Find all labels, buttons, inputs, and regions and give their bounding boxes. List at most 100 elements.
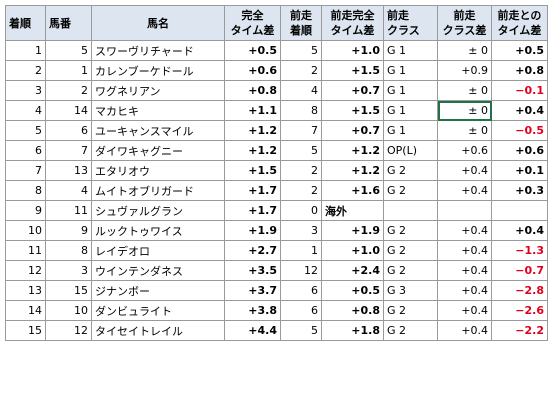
- cell-class-diff[interactable]: +0.4: [437, 260, 492, 281]
- cell-number[interactable]: 11: [45, 200, 92, 221]
- cell-delta[interactable]: −2.8: [491, 280, 548, 301]
- cell-prev-time-diff[interactable]: +1.5: [321, 100, 384, 121]
- cell-class-diff[interactable]: [437, 200, 492, 221]
- cell-rank[interactable]: 11: [5, 240, 46, 261]
- cell-prev-time-diff[interactable]: +1.6: [321, 180, 384, 201]
- cell-number[interactable]: 5: [45, 40, 92, 61]
- cell-delta[interactable]: −2.2: [491, 320, 548, 341]
- cell-prev-rank[interactable]: 6: [280, 300, 322, 321]
- cell-rank[interactable]: 2: [5, 60, 46, 81]
- cell-class-diff[interactable]: ± 0: [437, 40, 492, 61]
- cell-horse-name[interactable]: ワグネリアン: [91, 80, 225, 101]
- header-cell-number[interactable]: 馬番: [45, 5, 92, 41]
- cell-prev-time-diff[interactable]: +1.9: [321, 220, 384, 241]
- cell-horse-name[interactable]: カレンブーケドール: [91, 60, 225, 81]
- cell-prev-class[interactable]: G 1: [383, 60, 438, 81]
- cell-time-diff[interactable]: +4.4: [224, 320, 281, 341]
- cell-time-diff[interactable]: +1.7: [224, 200, 281, 221]
- cell-delta[interactable]: −0.5: [491, 120, 548, 141]
- cell-number[interactable]: 13: [45, 160, 92, 181]
- cell-time-diff[interactable]: +2.7: [224, 240, 281, 261]
- cell-time-diff[interactable]: +1.9: [224, 220, 281, 241]
- cell-time-diff[interactable]: +1.1: [224, 100, 281, 121]
- cell-delta[interactable]: +0.1: [491, 160, 548, 181]
- cell-time-diff[interactable]: +0.8: [224, 80, 281, 101]
- cell-prev-rank[interactable]: 8: [280, 100, 322, 121]
- cell-delta[interactable]: +0.4: [491, 220, 548, 241]
- cell-class-diff[interactable]: +0.4: [437, 160, 492, 181]
- cell-class-diff[interactable]: ± 0: [437, 100, 492, 121]
- cell-prev-time-diff[interactable]: +1.0: [321, 240, 384, 261]
- cell-horse-name[interactable]: スワーヴリチャード: [91, 40, 225, 61]
- cell-horse-name[interactable]: エタリオウ: [91, 160, 225, 181]
- cell-number[interactable]: 6: [45, 120, 92, 141]
- cell-class-diff[interactable]: +0.6: [437, 140, 492, 161]
- cell-class-diff[interactable]: +0.9: [437, 60, 492, 81]
- cell-time-diff[interactable]: +3.5: [224, 260, 281, 281]
- cell-prev-class[interactable]: G 2: [383, 180, 438, 201]
- cell-rank[interactable]: 13: [5, 280, 46, 301]
- cell-number[interactable]: 8: [45, 240, 92, 261]
- cell-time-diff[interactable]: +1.2: [224, 120, 281, 141]
- cell-prev-time-diff[interactable]: 海外: [321, 200, 384, 221]
- cell-class-diff[interactable]: ± 0: [437, 80, 492, 101]
- cell-number[interactable]: 1: [45, 60, 92, 81]
- cell-number[interactable]: 12: [45, 320, 92, 341]
- cell-prev-time-diff[interactable]: +1.8: [321, 320, 384, 341]
- cell-prev-rank[interactable]: 12: [280, 260, 322, 281]
- cell-horse-name[interactable]: ルックトゥワイス: [91, 220, 225, 241]
- cell-horse-name[interactable]: マカヒキ: [91, 100, 225, 121]
- cell-delta[interactable]: +0.5: [491, 40, 548, 61]
- header-cell-delta[interactable]: 前走との タイム差: [491, 5, 548, 41]
- cell-time-diff[interactable]: +1.5: [224, 160, 281, 181]
- header-cell-prev-rank[interactable]: 前走 着順: [280, 5, 322, 41]
- cell-class-diff[interactable]: +0.4: [437, 220, 492, 241]
- cell-horse-name[interactable]: ムイトオブリガード: [91, 180, 225, 201]
- cell-rank[interactable]: 8: [5, 180, 46, 201]
- cell-class-diff[interactable]: +0.4: [437, 320, 492, 341]
- cell-prev-rank[interactable]: 6: [280, 280, 322, 301]
- cell-time-diff[interactable]: +3.7: [224, 280, 281, 301]
- cell-rank[interactable]: 6: [5, 140, 46, 161]
- cell-prev-class[interactable]: G 1: [383, 80, 438, 101]
- cell-prev-class[interactable]: G 1: [383, 120, 438, 141]
- cell-rank[interactable]: 7: [5, 160, 46, 181]
- cell-prev-time-diff[interactable]: +1.5: [321, 60, 384, 81]
- cell-prev-time-diff[interactable]: +1.2: [321, 160, 384, 181]
- header-cell-prev-time-diff[interactable]: 前走完全 タイム差: [321, 5, 384, 41]
- header-cell-class-diff[interactable]: 前走 クラス差: [437, 5, 492, 41]
- cell-prev-time-diff[interactable]: +0.5: [321, 280, 384, 301]
- cell-horse-name[interactable]: タイセイトレイル: [91, 320, 225, 341]
- cell-prev-time-diff[interactable]: +1.0: [321, 40, 384, 61]
- cell-prev-rank[interactable]: 2: [280, 160, 322, 181]
- cell-class-diff[interactable]: +0.4: [437, 240, 492, 261]
- cell-number[interactable]: 10: [45, 300, 92, 321]
- cell-rank[interactable]: 14: [5, 300, 46, 321]
- cell-prev-class[interactable]: G 2: [383, 260, 438, 281]
- cell-time-diff[interactable]: +3.8: [224, 300, 281, 321]
- cell-prev-rank[interactable]: 2: [280, 60, 322, 81]
- cell-prev-class[interactable]: G 2: [383, 240, 438, 261]
- cell-prev-class[interactable]: G 3: [383, 280, 438, 301]
- cell-class-diff[interactable]: ± 0: [437, 120, 492, 141]
- cell-prev-rank[interactable]: 1: [280, 240, 322, 261]
- cell-prev-class[interactable]: [383, 200, 438, 221]
- cell-prev-rank[interactable]: 2: [280, 180, 322, 201]
- cell-prev-rank[interactable]: 5: [280, 320, 322, 341]
- cell-prev-rank[interactable]: 5: [280, 140, 322, 161]
- cell-prev-class[interactable]: G 2: [383, 320, 438, 341]
- cell-rank[interactable]: 4: [5, 100, 46, 121]
- cell-number[interactable]: 14: [45, 100, 92, 121]
- cell-prev-class[interactable]: G 1: [383, 100, 438, 121]
- cell-rank[interactable]: 10: [5, 220, 46, 241]
- cell-prev-time-diff[interactable]: +0.7: [321, 80, 384, 101]
- cell-prev-class[interactable]: OP(L): [383, 140, 438, 161]
- cell-prev-class[interactable]: G 2: [383, 220, 438, 241]
- cell-prev-time-diff[interactable]: +0.8: [321, 300, 384, 321]
- cell-rank[interactable]: 15: [5, 320, 46, 341]
- cell-time-diff[interactable]: +0.5: [224, 40, 281, 61]
- cell-rank[interactable]: 12: [5, 260, 46, 281]
- cell-class-diff[interactable]: +0.4: [437, 280, 492, 301]
- cell-delta[interactable]: −2.6: [491, 300, 548, 321]
- cell-delta[interactable]: −0.1: [491, 80, 548, 101]
